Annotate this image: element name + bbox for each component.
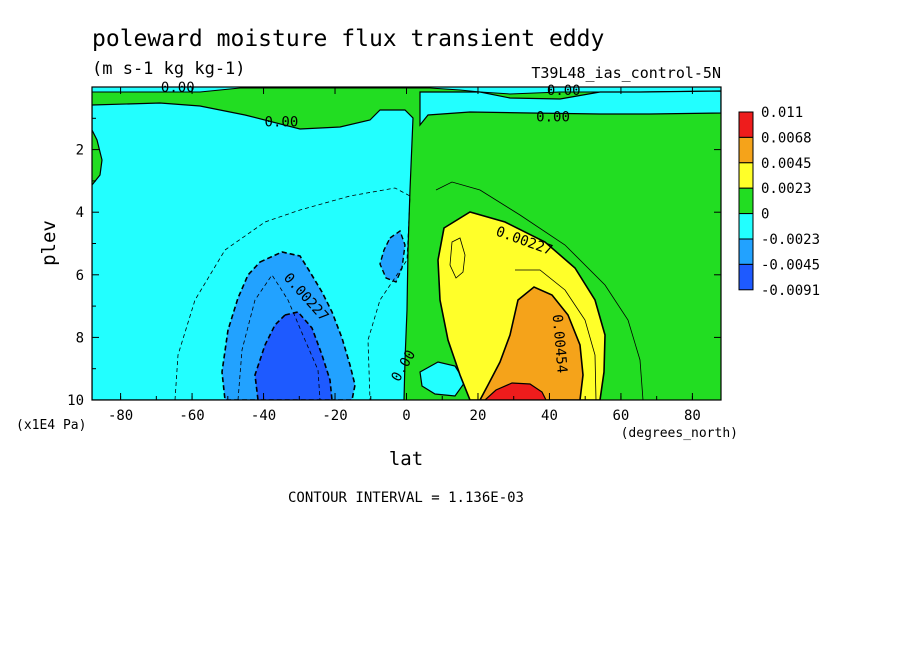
contour-label: 0.00	[536, 110, 570, 126]
x-tick-label: -20	[322, 408, 347, 424]
contour-interval-note: CONTOUR INTERVAL = 1.136E-03	[288, 490, 524, 506]
y-tick-label: 8	[76, 330, 84, 346]
y-axis-label: plev	[38, 220, 60, 266]
y-tick-label: 4	[76, 205, 84, 221]
colorbar-label: 0.0023	[761, 181, 812, 197]
fill-deepblue-core	[254, 311, 333, 400]
colorbar-label: 0.0068	[761, 130, 812, 146]
colorbar-swatch	[738, 238, 754, 265]
colorbar-label: 0.011	[761, 105, 803, 121]
colorbar-swatch	[738, 111, 754, 138]
colorbar-label: 0	[761, 207, 769, 223]
y-tick-label: 6	[76, 268, 84, 284]
contour-label: 0.00	[547, 83, 581, 99]
colorbar-swatch	[738, 162, 754, 189]
x-tick-label: 20	[470, 408, 487, 424]
contour-line	[237, 274, 321, 400]
contour-fill-layer	[92, 87, 721, 400]
x-axis-units: (degrees_north)	[621, 426, 738, 441]
contour-label: 0.00454	[549, 314, 570, 374]
fill-cyan-upper-right	[419, 90, 721, 127]
fill-orange	[479, 286, 584, 400]
contour-label: 0.00	[161, 80, 195, 96]
x-tick-label: 40	[541, 408, 558, 424]
colorbar-label: -0.0091	[761, 283, 820, 299]
x-tick-label: 0	[402, 408, 410, 424]
y-tick-label: 2	[76, 143, 84, 159]
x-tick-label: -60	[179, 408, 204, 424]
dataset-label: T39L48_ias_control-5N	[531, 64, 721, 82]
x-axis-label: lat	[389, 448, 423, 470]
colorbar-swatch	[738, 213, 754, 240]
fill-blue-small	[379, 229, 406, 283]
contour-line	[435, 181, 644, 400]
y-axis: 2 4 6 8 10	[67, 117, 721, 409]
y-tick-label: 10	[67, 393, 84, 409]
x-tick-label: 60	[613, 408, 630, 424]
contour-label: 0.00	[265, 114, 299, 130]
x-tick-label: 80	[684, 408, 701, 424]
chart-units: (m s-1 kg kg-1)	[92, 59, 246, 79]
colorbar-label: -0.0045	[761, 257, 820, 273]
y-axis-units: (x1E4 Pa)	[16, 418, 86, 433]
x-tick-label: -80	[108, 408, 133, 424]
chart-title: poleward moisture flux transient eddy	[92, 26, 604, 52]
contour-line	[515, 269, 597, 400]
x-axis: -80 -60 -40 -20 0 20 40 60 80	[108, 87, 701, 424]
colorbar-swatch	[738, 187, 754, 215]
colorbar-swatch	[738, 263, 754, 291]
fill-red	[484, 382, 547, 400]
x-tick-label: -40	[251, 408, 276, 424]
colorbar: 0.011 0.0068 0.0045 0.0023 0 -0.0023 -0.0045 -0…	[738, 105, 820, 299]
contour-line	[449, 237, 466, 279]
colorbar-label: -0.0023	[761, 232, 820, 248]
colorbar-label: 0.0045	[761, 156, 812, 172]
colorbar-swatch	[738, 136, 754, 164]
fill-cyan-blob	[419, 361, 466, 397]
